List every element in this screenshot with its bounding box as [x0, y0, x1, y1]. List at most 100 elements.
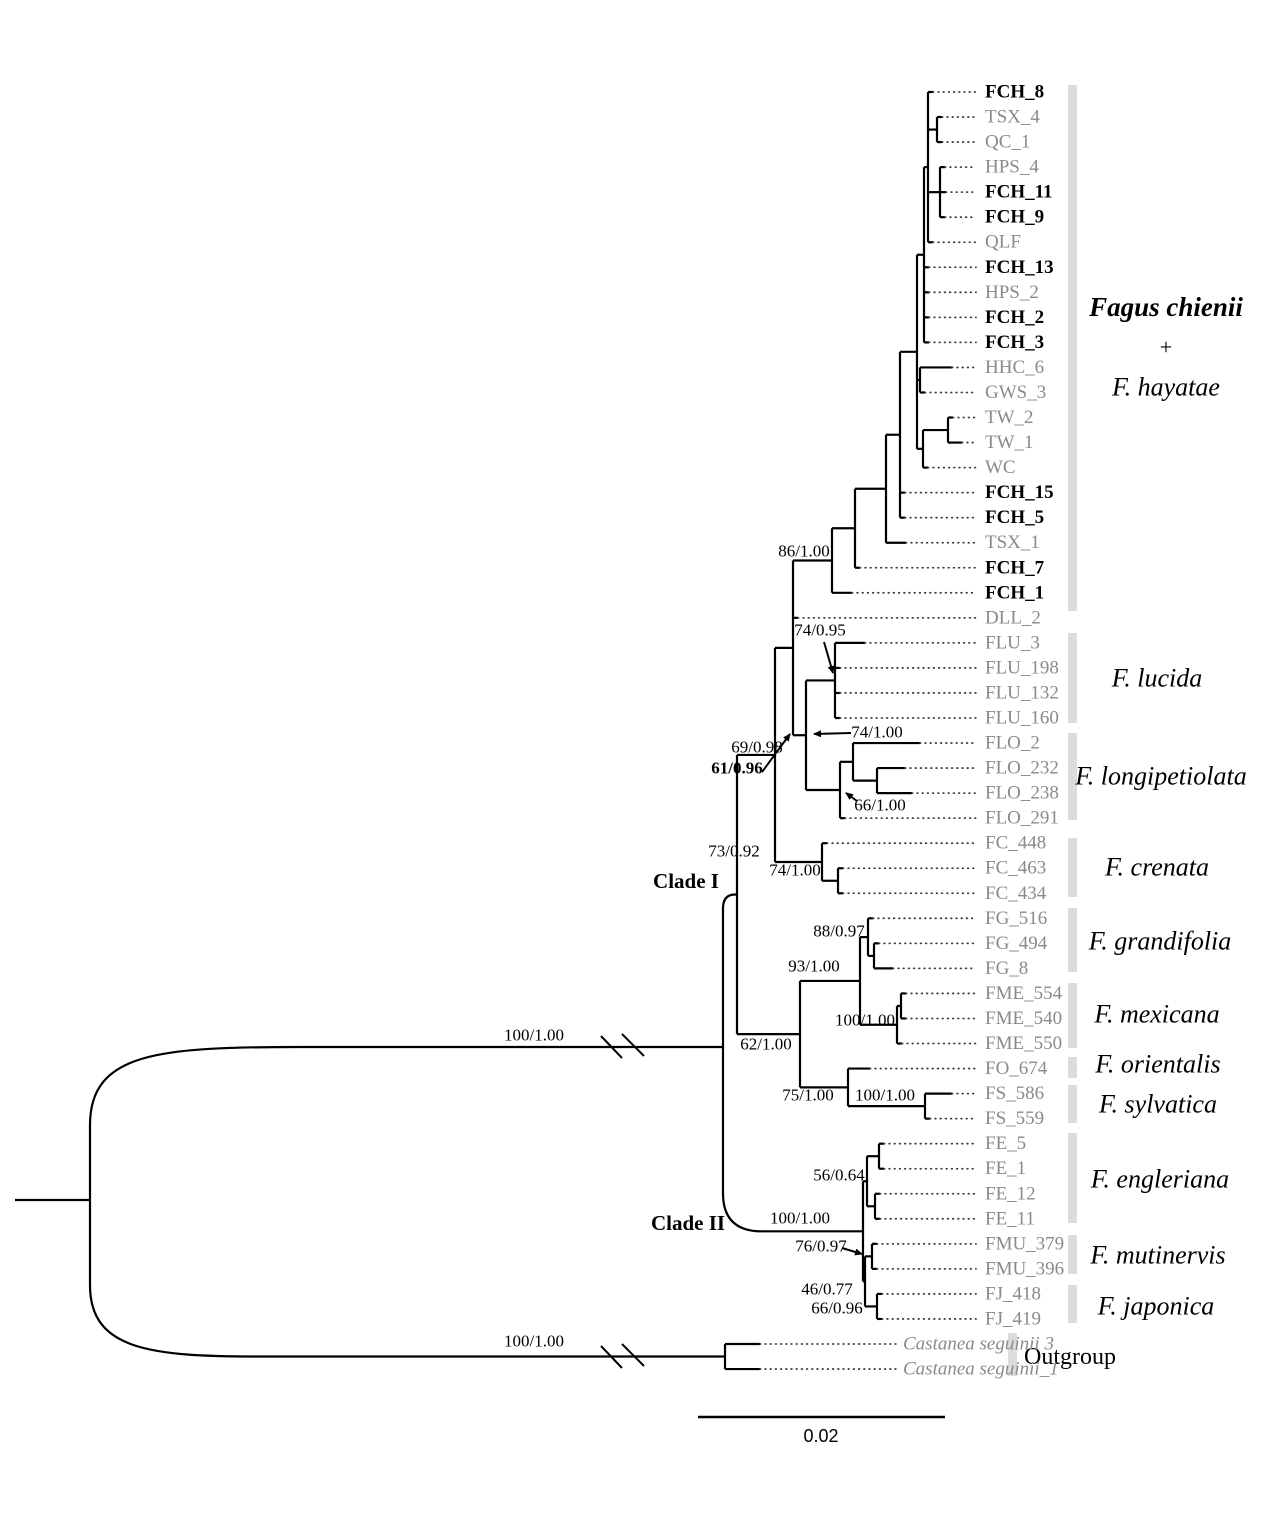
- support-values: 100/1.00 100/1.00 86/1.00 74/0.95 69/0.98 61/…: [504, 542, 915, 1351]
- support-arrow: [823, 641, 835, 674]
- tip-label: FMU_379: [985, 1233, 1064, 1254]
- tip-label: FCH_5: [985, 507, 1044, 528]
- support-label: 88/0.97: [813, 922, 865, 941]
- group-label-f-japonica: F. japonica: [1097, 1292, 1215, 1321]
- group-bar-f-crenata: [1068, 838, 1077, 897]
- break-slash: [621, 1033, 645, 1057]
- group-bar-f-sylvatica: [1068, 1085, 1077, 1123]
- tip-label: FC_434: [985, 883, 1047, 904]
- root-spine: [15, 893, 863, 1358]
- group-label-f-lucida: F. lucida: [1111, 664, 1203, 693]
- group-bar-f-lucida: [1068, 633, 1077, 723]
- clade-label: Clade II: [651, 1211, 725, 1235]
- support-arrow: [813, 730, 852, 738]
- support-label: 61/0.96: [711, 759, 762, 778]
- group-label-fagus-chienii-hayatae: F. hayatae: [1111, 373, 1220, 402]
- group-label-f-mutinervis: F. mutinervis: [1089, 1241, 1225, 1270]
- group-bar-f-orientalis: [1068, 1057, 1077, 1078]
- tip-labels: FCH_8 TSX_4 QC_1 HPS_4 FCH_11 FCH_9 QLF FCH_13 H…: [903, 82, 1064, 1380]
- group-bar-f-mexicana: [1068, 983, 1077, 1048]
- tip-label: FLO_291: [985, 808, 1059, 829]
- support-label: 86/1.00: [778, 542, 829, 561]
- tip-label: FLO_2: [985, 733, 1040, 754]
- group-label-f-sylvatica: F. sylvatica: [1098, 1090, 1217, 1119]
- support-label: 56/0.64: [813, 1166, 865, 1185]
- support-arrow: [841, 1247, 863, 1256]
- tip-label: FCH_7: [985, 557, 1045, 578]
- support-label: 100/1.00: [835, 1011, 895, 1030]
- tip-label: FLU_132: [985, 682, 1059, 703]
- group-label-f-grandifolia: F. grandifolia: [1088, 927, 1232, 956]
- tip-label: FG_516: [985, 908, 1047, 929]
- tip-label: FCH_9: [985, 207, 1044, 228]
- tip-label: FLU_198: [985, 657, 1059, 678]
- tip-label: FJ_419: [985, 1308, 1041, 1329]
- group-bar-f-longipetiolata: [1068, 733, 1077, 820]
- support-label: 62/1.00: [740, 1035, 791, 1054]
- group-label-fagus-chienii-hayatae: +: [1160, 335, 1172, 360]
- tip-label: HPS_2: [985, 282, 1039, 303]
- group-bar-f-engleriana: [1068, 1133, 1077, 1223]
- tip-label: FLO_238: [985, 783, 1059, 804]
- support-label: 100/1.00: [770, 1209, 830, 1228]
- scale-bar: 0.02: [698, 1415, 945, 1446]
- group-label-f-engleriana: F. engleriana: [1090, 1165, 1229, 1194]
- tip-label: FJ_418: [985, 1283, 1041, 1304]
- tip-label: FG_8: [985, 958, 1028, 979]
- group-bar-f-mutinervis: [1068, 1235, 1077, 1274]
- clade2-stem: [721, 1047, 863, 1233]
- tip-label: Castanea seguinii_1: [903, 1359, 1059, 1380]
- tip-label: HHC_6: [985, 357, 1044, 378]
- tip-label: FME_540: [985, 1008, 1062, 1029]
- support-label: 69/0.98: [731, 738, 782, 757]
- tip-label: FE_11: [985, 1208, 1035, 1229]
- leader-lines: [759, 91, 977, 1370]
- tip-label: FS_586: [985, 1083, 1044, 1104]
- break-slash: [600, 1345, 623, 1369]
- support-label: 100/1.00: [504, 1332, 564, 1351]
- support-label: 74/1.00: [851, 723, 902, 742]
- support-label: 74/0.95: [794, 621, 845, 640]
- group-label-f-crenata: F. crenata: [1104, 853, 1209, 882]
- branch-break-marks: [600, 1033, 645, 1369]
- tip-label: FC_463: [985, 858, 1046, 879]
- tip-label: FME_550: [985, 1033, 1062, 1054]
- group-label-f-mexicana: F. mexicana: [1093, 1000, 1219, 1029]
- tip-label: FC_448: [985, 833, 1046, 854]
- tip-label: QC_1: [985, 132, 1030, 153]
- tip-label: HPS_4: [985, 157, 1039, 178]
- group-label-f-orientalis: F. orientalis: [1094, 1050, 1220, 1079]
- support-label: 76/0.97: [795, 1237, 847, 1256]
- tip-label: FE_12: [985, 1183, 1036, 1204]
- tip-label: FO_674: [985, 1058, 1048, 1079]
- support-label: 100/1.00: [504, 1026, 564, 1045]
- tip-label: QLF: [985, 232, 1021, 253]
- species-groups: Fagus chienii + F. hayatae F. lucida F. long…: [1008, 85, 1247, 1376]
- tip-label: TW_1: [985, 432, 1034, 453]
- tip-label: FG_494: [985, 933, 1048, 954]
- tip-label: FCH_2: [985, 307, 1044, 328]
- tip-label: FCH_3: [985, 332, 1044, 353]
- tip-label: FLU_3: [985, 632, 1040, 653]
- tip-label: FCH_11: [985, 182, 1053, 203]
- group-bar-outgroup: [1008, 1333, 1017, 1376]
- tip-label: WC: [985, 457, 1016, 478]
- tip-label: FE_1: [985, 1158, 1026, 1179]
- group-bar-f-grandifolia: [1068, 908, 1077, 972]
- support-label: 46/0.77: [801, 1280, 853, 1299]
- tip-label: FCH_15: [985, 482, 1054, 503]
- group-label-fagus-chienii-hayatae: Fagus chienii: [1088, 292, 1243, 322]
- tip-label: FMU_396: [985, 1258, 1064, 1279]
- tip-label: TSX_1: [985, 532, 1040, 553]
- tip-label: FLO_232: [985, 758, 1059, 779]
- support-label: 66/0.96: [811, 1299, 862, 1318]
- tip-label: TSX_4: [985, 107, 1040, 128]
- group-label-f-longipetiolata: F. longipetiolata: [1074, 762, 1246, 791]
- group-bar-fagus-chienii-hayatae: [1068, 85, 1077, 611]
- support-label: 74/1.00: [769, 861, 820, 880]
- tip-label: FE_5: [985, 1133, 1026, 1154]
- clade1-stem: [721, 893, 737, 1047]
- tip-label: FS_559: [985, 1108, 1044, 1129]
